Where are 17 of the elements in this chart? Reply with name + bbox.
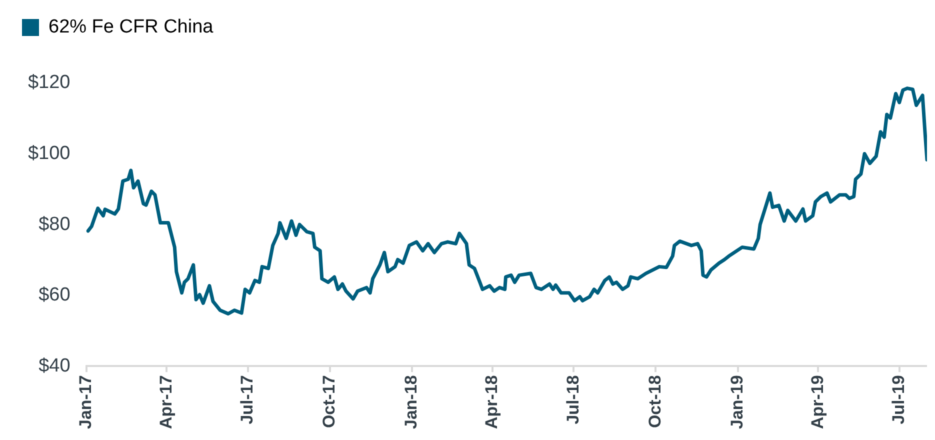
x-tick-label: Jul-19 (889, 375, 908, 424)
y-tick-label: $120 (28, 72, 70, 94)
y-tick-label: $100 (28, 143, 70, 164)
x-tick-label: Jan-17 (76, 375, 95, 430)
x-tick-label: Jan-18 (402, 375, 421, 430)
y-tick-label: $40 (38, 355, 70, 376)
y-tick-label: $80 (38, 214, 70, 235)
x-tick-label: Jul-17 (237, 375, 256, 424)
x-tick-label: Apr-18 (482, 375, 502, 429)
y-tick-label: $60 (38, 284, 70, 306)
x-tick-label: Apr-17 (156, 375, 176, 429)
x-tick-label: Oct-18 (645, 375, 664, 428)
x-tick-label: Oct-17 (320, 375, 339, 428)
legend-label: 62% Fe CFR China (48, 16, 214, 38)
x-tick-label: Apr-19 (808, 375, 827, 429)
x-tick-label: Jan-19 (727, 375, 746, 430)
x-tick-label: Jul-18 (563, 375, 582, 424)
